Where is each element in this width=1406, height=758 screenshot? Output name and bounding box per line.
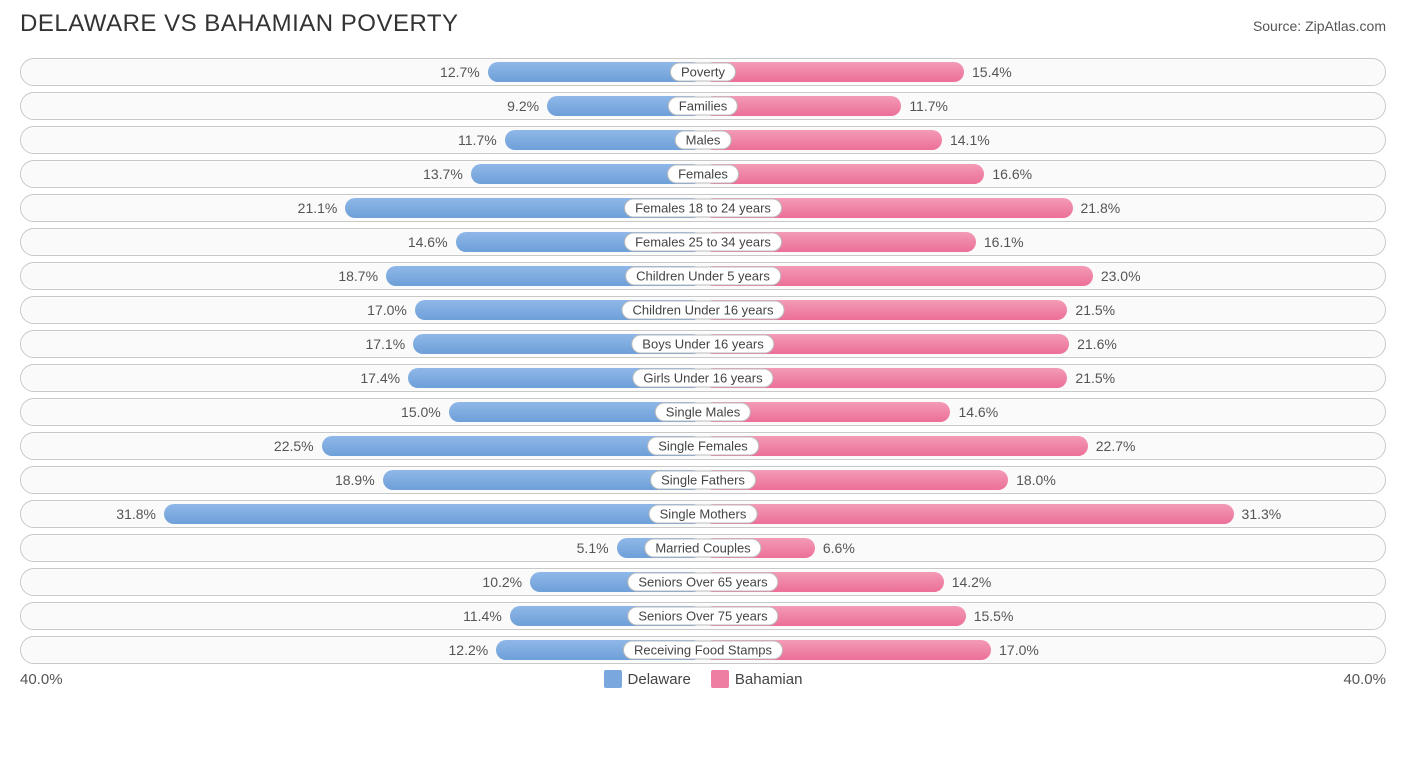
- chart-row: 31.8% 31.3% Single Mothers: [20, 500, 1386, 528]
- right-value: 14.2%: [944, 574, 1000, 590]
- left-value: 22.5%: [266, 438, 322, 454]
- chart-row: 13.7% 16.6% Females: [20, 160, 1386, 188]
- right-value: 11.7%: [901, 98, 956, 114]
- chart-row: 22.5% 22.7% Single Females: [20, 432, 1386, 460]
- category-label: Children Under 16 years: [622, 301, 785, 320]
- right-value: 23.0%: [1093, 268, 1149, 284]
- right-value: 18.0%: [1008, 472, 1064, 488]
- left-value: 18.9%: [327, 472, 383, 488]
- right-value: 17.0%: [991, 642, 1047, 658]
- right-bar: [703, 62, 964, 82]
- left-value: 13.7%: [415, 166, 471, 182]
- right-value: 16.1%: [976, 234, 1032, 250]
- chart-row: 17.0% 21.5% Children Under 16 years: [20, 296, 1386, 324]
- left-bar: [505, 130, 703, 150]
- chart-source: Source: ZipAtlas.com: [1253, 18, 1386, 34]
- right-value: 21.8%: [1073, 200, 1129, 216]
- legend-item-right: Bahamian: [711, 670, 803, 688]
- chart-row: 18.7% 23.0% Children Under 5 years: [20, 262, 1386, 290]
- right-value: 21.5%: [1067, 370, 1123, 386]
- left-bar: [322, 436, 703, 456]
- category-label: Married Couples: [644, 539, 761, 558]
- left-value: 14.6%: [400, 234, 456, 250]
- left-value: 12.2%: [441, 642, 497, 658]
- right-value: 15.4%: [964, 64, 1020, 80]
- chart-row: 12.2% 17.0% Receiving Food Stamps: [20, 636, 1386, 664]
- legend-label-right: Bahamian: [735, 671, 803, 688]
- category-label: Seniors Over 65 years: [627, 573, 778, 592]
- right-value: 21.5%: [1067, 302, 1123, 318]
- right-value: 21.6%: [1069, 336, 1125, 352]
- chart-row: 11.4% 15.5% Seniors Over 75 years: [20, 602, 1386, 630]
- legend-item-left: Delaware: [604, 670, 691, 688]
- category-label: Single Females: [647, 437, 759, 456]
- chart-title: DELAWARE VS BAHAMIAN POVERTY: [20, 10, 459, 38]
- left-value: 5.1%: [569, 540, 617, 556]
- source-prefix: Source:: [1253, 18, 1305, 34]
- right-value: 6.6%: [815, 540, 863, 556]
- left-value: 31.8%: [108, 506, 164, 522]
- right-value: 31.3%: [1234, 506, 1290, 522]
- chart-row: 5.1% 6.6% Married Couples: [20, 534, 1386, 562]
- left-value: 18.7%: [330, 268, 386, 284]
- category-label: Females 18 to 24 years: [624, 199, 782, 218]
- source-name: ZipAtlas.com: [1305, 18, 1386, 34]
- chart-row: 11.7% 14.1% Males: [20, 126, 1386, 154]
- left-value: 11.4%: [455, 608, 510, 624]
- left-bar: [164, 504, 703, 524]
- category-label: Seniors Over 75 years: [627, 607, 778, 626]
- left-value: 9.2%: [499, 98, 547, 114]
- left-value: 15.0%: [393, 404, 449, 420]
- right-value: 15.5%: [966, 608, 1022, 624]
- right-value: 22.7%: [1088, 438, 1144, 454]
- category-label: Females: [667, 165, 739, 184]
- chart-legend: Delaware Bahamian: [604, 670, 803, 688]
- legend-label-left: Delaware: [628, 671, 691, 688]
- category-label: Single Males: [655, 403, 751, 422]
- category-label: Poverty: [670, 63, 736, 82]
- axis-left-max: 40.0%: [20, 671, 63, 688]
- left-value: 17.1%: [357, 336, 413, 352]
- chart-row: 21.1% 21.8% Females 18 to 24 years: [20, 194, 1386, 222]
- category-label: Girls Under 16 years: [632, 369, 773, 388]
- chart-row: 9.2% 11.7% Families: [20, 92, 1386, 120]
- left-value: 21.1%: [290, 200, 346, 216]
- chart-row: 17.4% 21.5% Girls Under 16 years: [20, 364, 1386, 392]
- chart-row: 12.7% 15.4% Poverty: [20, 58, 1386, 86]
- right-bar: [703, 504, 1234, 524]
- chart-axis: 40.0% Delaware Bahamian 40.0%: [20, 670, 1386, 688]
- left-value: 11.7%: [450, 132, 505, 148]
- diverging-bar-chart: 12.7%15.4%Poverty9.2%11.7%Families11.7%1…: [20, 58, 1386, 664]
- legend-swatch-left: [604, 670, 622, 688]
- category-label: Females 25 to 34 years: [624, 233, 782, 252]
- category-label: Receiving Food Stamps: [623, 641, 783, 660]
- chart-row: 15.0% 14.6% Single Males: [20, 398, 1386, 426]
- chart-header: DELAWARE VS BAHAMIAN POVERTY Source: Zip…: [20, 10, 1386, 38]
- category-label: Children Under 5 years: [625, 267, 781, 286]
- right-value: 14.6%: [950, 404, 1006, 420]
- chart-row: 17.1% 21.6% Boys Under 16 years: [20, 330, 1386, 358]
- chart-row: 10.2% 14.2% Seniors Over 65 years: [20, 568, 1386, 596]
- left-value: 10.2%: [474, 574, 530, 590]
- right-bar: [703, 436, 1088, 456]
- right-bar: [703, 164, 984, 184]
- category-label: Single Mothers: [649, 505, 758, 524]
- right-value: 16.6%: [984, 166, 1040, 182]
- left-value: 12.7%: [432, 64, 488, 80]
- category-label: Boys Under 16 years: [631, 335, 774, 354]
- category-label: Families: [668, 97, 738, 116]
- legend-swatch-right: [711, 670, 729, 688]
- right-bar: [703, 130, 942, 150]
- category-label: Single Fathers: [650, 471, 756, 490]
- category-label: Males: [675, 131, 732, 150]
- chart-row: 18.9% 18.0% Single Fathers: [20, 466, 1386, 494]
- axis-right-max: 40.0%: [1343, 671, 1386, 688]
- right-value: 14.1%: [942, 132, 998, 148]
- chart-row: 14.6% 16.1% Females 25 to 34 years: [20, 228, 1386, 256]
- left-value: 17.0%: [359, 302, 415, 318]
- left-value: 17.4%: [352, 370, 408, 386]
